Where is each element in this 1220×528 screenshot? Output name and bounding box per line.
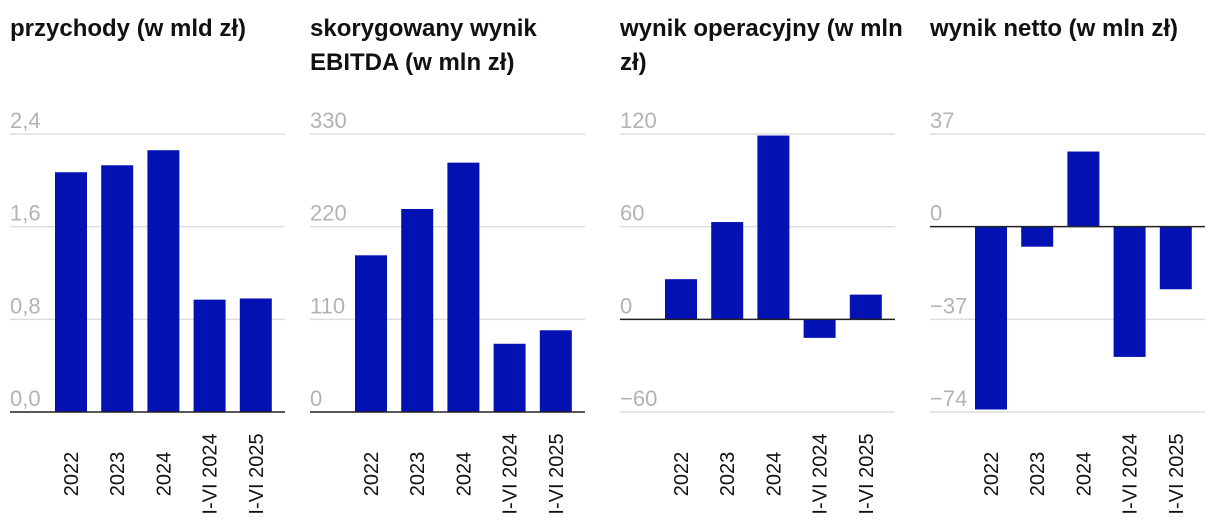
chart-panel-operating-result: wynik operacyjny (w mln zł) −60 0 60 120 202… (620, 0, 915, 528)
y-tick-label: −60 (620, 386, 657, 411)
y-tick-label: 37 (930, 108, 954, 133)
x-tick-label: 2024 (763, 452, 785, 497)
chart-panel-net-result: wynik netto (w mln zł) −74 −37 0 37 2022 2023… (930, 0, 1220, 528)
bar (401, 208, 434, 412)
x-tick-label: 2022 (61, 452, 83, 497)
bar (711, 222, 744, 320)
y-tick-label: −74 (930, 386, 967, 411)
y-tick-label: 0 (930, 201, 942, 226)
x-tick-label: 2023 (717, 452, 739, 497)
bar (193, 299, 226, 412)
y-tick-label: 0 (620, 293, 632, 318)
x-tick-label: I-VI 2024 (200, 433, 222, 514)
bar (1159, 226, 1192, 290)
chart-panel-ebitda: skorygowany wynik EBITDA (w mln zł) 0 110… (310, 0, 605, 528)
y-tick-label: 0,8 (10, 293, 41, 318)
bar (1067, 151, 1100, 227)
bar (1021, 226, 1054, 247)
bar (975, 226, 1007, 410)
net-result-bar-chart: −74 −37 0 37 2022 2023 2024 I-VI 2024 I-VI 2025 (930, 108, 1205, 515)
x-tick-label: I-VI 2025 (246, 433, 268, 514)
chart-title: przychody (w mld zł) (10, 15, 247, 42)
revenue-bar-chart: 0,0 0,8 1,6 2,4 2022 2023 2024 I-VI 2024 I-VI 20… (10, 108, 285, 515)
ebitda-bar-chart: 0 110 220 330 2022 2023 2024 I-VI 2024 I-VI 2025 (310, 108, 585, 515)
x-tick-label: I-VI 2024 (1120, 433, 1142, 514)
y-tick-label: 110 (310, 293, 345, 318)
bar (539, 330, 572, 412)
x-tick-label: I-VI 2025 (1166, 433, 1188, 514)
bar (447, 162, 480, 412)
x-tick-label: 2024 (453, 452, 475, 497)
chart-title: wynik operacyjny (w mln zł) (620, 15, 903, 76)
chart-title: wynik netto (w mln zł) (930, 15, 1179, 42)
y-tick-label: 0,0 (10, 386, 41, 411)
x-tick-label: I-VI 2024 (810, 433, 832, 514)
x-tick-label: 2023 (107, 452, 129, 497)
chart-title: skorygowany wynik EBITDA (w mln zł) (310, 15, 537, 76)
bar (803, 319, 836, 338)
chart-panel-revenue: przychody (w mld zł) 0,0 0,8 1,6 2,4 2022 202… (10, 0, 305, 528)
y-tick-label: −37 (930, 293, 967, 318)
y-tick-label: 1,6 (10, 201, 41, 226)
y-tick-label: 0 (310, 386, 322, 411)
x-tick-label: I-VI 2025 (546, 433, 568, 514)
y-tick-label: 60 (620, 201, 644, 226)
y-tick-label: 330 (310, 108, 347, 133)
x-tick-label: 2023 (1027, 452, 1049, 497)
bar (665, 279, 697, 320)
bar (493, 343, 526, 412)
bar (55, 172, 87, 412)
x-tick-label: 2024 (153, 452, 175, 497)
bar (147, 150, 180, 412)
x-tick-label: I-VI 2025 (856, 433, 878, 514)
y-tick-label: 2,4 (10, 108, 41, 133)
operating-result-bar-chart: −60 0 60 120 2022 2023 2024 I-VI 2024 I-VI 2025 (620, 108, 895, 515)
bar (849, 294, 882, 320)
x-tick-label: 2023 (407, 452, 429, 497)
x-tick-label: 2022 (671, 452, 693, 497)
x-tick-label: 2022 (981, 452, 1003, 497)
y-tick-label: 120 (620, 108, 657, 133)
x-tick-label: 2022 (361, 452, 383, 497)
x-tick-label: 2024 (1073, 452, 1095, 497)
bar (101, 165, 134, 412)
bar (239, 298, 272, 412)
bar (757, 135, 790, 320)
bar (355, 255, 387, 412)
bar (1113, 226, 1146, 357)
x-tick-label: I-VI 2024 (500, 433, 522, 514)
y-tick-label: 220 (310, 201, 347, 226)
